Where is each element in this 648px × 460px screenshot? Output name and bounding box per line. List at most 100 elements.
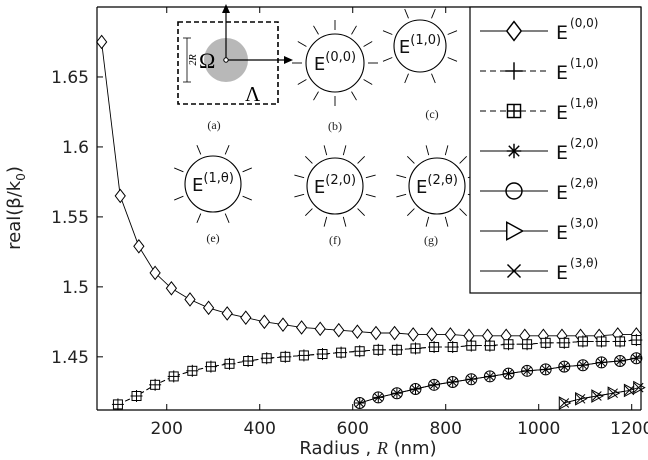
data-point-stroke <box>355 399 364 407</box>
data-point <box>409 383 422 396</box>
data-point <box>240 310 252 325</box>
inset-label: (e) <box>206 231 219 245</box>
field-ray <box>196 213 202 223</box>
data-point <box>465 373 478 386</box>
data-point-shape <box>149 265 161 281</box>
x-arrowhead <box>284 56 293 64</box>
data-point <box>354 398 365 409</box>
data-point <box>314 321 326 337</box>
data-point <box>353 397 366 410</box>
data-point-shape <box>521 364 534 377</box>
mode-insets: E(0,0)(b)E(1,0)(c)E(1,θ)(e)E(2,0)(f)E(2,… <box>174 8 478 247</box>
data-point <box>388 325 401 341</box>
legend-label: E (1,0) <box>556 56 598 84</box>
data-point-shape <box>446 376 459 389</box>
data-point-shape <box>133 238 145 254</box>
legend-marker-stroke <box>506 263 522 279</box>
field-ray <box>431 8 436 19</box>
data-point-shape <box>372 391 385 404</box>
data-point-shape <box>333 322 345 338</box>
field-ray <box>294 174 305 179</box>
data-point <box>615 336 626 347</box>
field-ray <box>447 30 458 35</box>
mode-label: E(1,θ) <box>192 171 234 196</box>
data-point-stroke <box>624 385 635 396</box>
data-point <box>484 340 495 351</box>
series-4 <box>353 352 643 410</box>
series-line <box>564 387 639 404</box>
legend-label: E (2,0) <box>556 136 598 164</box>
data-point <box>577 336 588 347</box>
lambda-label: Λ <box>245 82 261 106</box>
x-tick-label: 800 <box>429 419 461 439</box>
legend-marker-stroke <box>508 145 520 157</box>
legend-marker-shape <box>505 20 523 42</box>
field-ray <box>404 8 409 19</box>
data-point <box>522 339 533 350</box>
data-point <box>559 337 570 348</box>
field-ray <box>444 145 449 156</box>
data-point <box>277 317 289 332</box>
data-point <box>410 343 421 354</box>
data-point <box>466 340 477 351</box>
data-point <box>165 280 178 296</box>
series-0 <box>96 34 642 344</box>
data-point <box>336 347 347 358</box>
legend: E (0,0) E (1,0) E (1,θ) E (2,0) E (2,θ) E (3,0) E (3,… <box>469 6 642 294</box>
field-ray <box>174 167 184 173</box>
legend-entry: E (1,0) <box>480 56 598 84</box>
field-ray <box>363 41 373 47</box>
data-point-shape <box>258 314 271 330</box>
legend-marker <box>505 62 523 80</box>
field-ray <box>351 25 357 35</box>
data-point <box>295 320 308 335</box>
x-axis-label: Radius , R (nm) <box>299 438 436 459</box>
data-point <box>559 398 570 408</box>
data-point-shape <box>221 306 233 321</box>
omega-label: Ω <box>199 48 215 73</box>
data-point <box>591 391 602 401</box>
mode-inset-g: E(2,θ) (g) <box>396 145 478 247</box>
legend-label: E (3,0) <box>556 216 598 244</box>
data-point-shape <box>558 360 571 373</box>
field-ray <box>297 41 307 47</box>
data-point <box>243 356 254 367</box>
mode-label: E(1,0) <box>399 33 441 58</box>
data-point-shape <box>444 327 456 342</box>
data-point <box>463 328 475 344</box>
data-point-shape <box>465 373 478 386</box>
field-ray <box>224 213 230 223</box>
data-point-shape <box>614 355 627 368</box>
unit-cell-box <box>177 21 279 105</box>
data-point <box>261 353 272 364</box>
data-point-shape <box>390 387 403 400</box>
legend-marker <box>506 103 522 119</box>
data-point-shape <box>502 367 515 380</box>
field-ray <box>351 91 357 101</box>
field-ray <box>357 155 366 164</box>
field-ray <box>447 57 458 62</box>
field-ray <box>313 91 319 101</box>
data-point <box>447 342 458 353</box>
data-point <box>503 339 514 350</box>
data-point-shape <box>539 363 552 376</box>
data-point <box>133 238 145 254</box>
legend-entry: E (2,0) <box>480 136 598 164</box>
x-tick-label: 200 <box>151 419 183 439</box>
legend-entry: E (3,θ) <box>480 256 598 284</box>
mode-inset-f: E(2,0) (f) <box>294 145 376 247</box>
field-ray <box>396 193 407 198</box>
series-2 <box>112 335 642 410</box>
field-ray <box>242 167 252 173</box>
field-ray <box>357 208 366 217</box>
data-point <box>202 300 215 316</box>
data-point <box>391 344 402 355</box>
legend-entry: E (0,0) <box>480 16 598 44</box>
legend-label: E (2,θ) <box>556 176 598 204</box>
field-ray <box>323 216 328 227</box>
data-point-shape <box>428 378 441 391</box>
field-ray <box>242 195 252 201</box>
data-point <box>429 342 440 353</box>
data-point-shape <box>314 321 326 337</box>
